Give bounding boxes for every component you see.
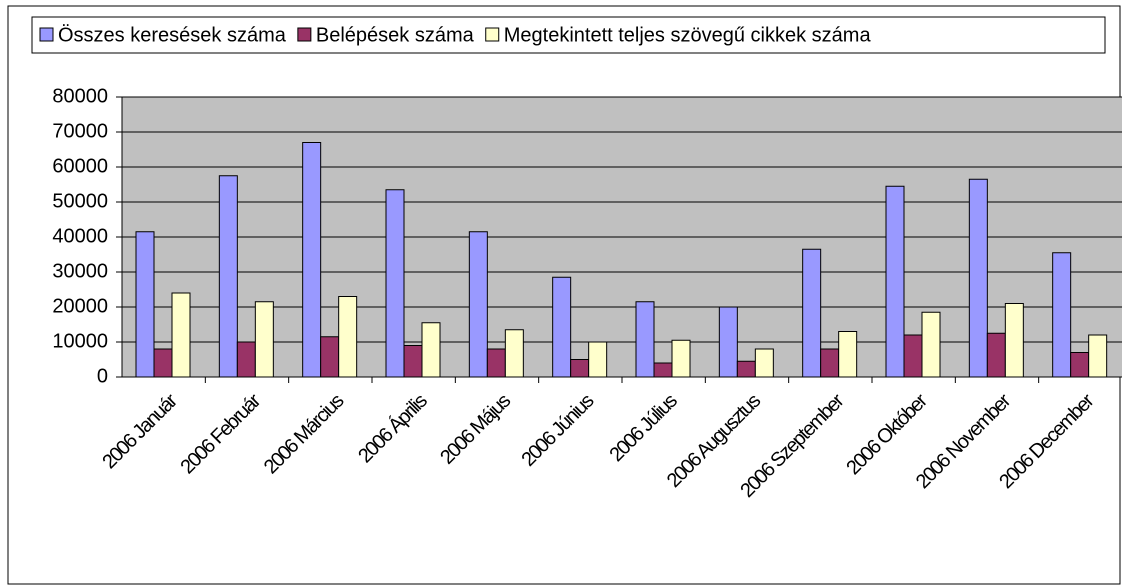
bar xyxy=(385,189,405,378)
bar xyxy=(403,345,423,378)
bar xyxy=(635,301,655,378)
bar xyxy=(671,339,691,378)
bar xyxy=(421,322,441,378)
legend-swatch xyxy=(297,27,312,42)
bar xyxy=(236,341,256,378)
bar xyxy=(968,178,988,378)
bar xyxy=(820,348,840,378)
bar xyxy=(653,362,673,378)
bar xyxy=(504,329,524,378)
bar xyxy=(588,341,608,378)
bar xyxy=(153,348,173,378)
bar xyxy=(1088,334,1108,378)
y-tick-label: 40000 xyxy=(52,225,108,247)
y-tick-label: 70000 xyxy=(52,120,108,142)
y-tick-label: 0 xyxy=(97,365,108,387)
y-tick-label: 10000 xyxy=(52,330,108,352)
legend-label: Belépések száma xyxy=(316,24,475,46)
bar xyxy=(718,306,738,378)
bar xyxy=(468,231,488,378)
y-tick-label: 80000 xyxy=(52,85,108,107)
bar xyxy=(838,331,858,378)
bar xyxy=(171,292,191,378)
legend-swatch xyxy=(39,27,54,42)
bar xyxy=(570,359,590,378)
bar xyxy=(486,348,506,378)
bar xyxy=(320,336,340,378)
y-tick-label: 50000 xyxy=(52,190,108,212)
bar xyxy=(903,334,923,378)
legend-label: Megtekintett teljes szövegű cikkek száma xyxy=(504,24,872,46)
bar xyxy=(754,348,774,378)
y-tick-label: 30000 xyxy=(52,260,108,282)
bar xyxy=(135,231,155,378)
y-tick-label: 20000 xyxy=(52,295,108,317)
bar xyxy=(921,311,941,378)
bar xyxy=(1004,303,1024,378)
bar xyxy=(552,276,572,378)
bar xyxy=(1052,252,1072,378)
bar xyxy=(302,142,322,378)
bar xyxy=(218,175,238,378)
y-tick-label: 60000 xyxy=(52,155,108,177)
bar xyxy=(736,360,756,378)
bar xyxy=(338,296,358,378)
bar xyxy=(802,248,822,378)
bar xyxy=(1070,352,1090,378)
legend-label: Összes keresések száma xyxy=(58,24,287,46)
legend-swatch xyxy=(485,27,500,42)
bar xyxy=(885,185,905,378)
bar xyxy=(986,332,1006,378)
legend xyxy=(31,16,1106,54)
bar xyxy=(254,301,274,378)
